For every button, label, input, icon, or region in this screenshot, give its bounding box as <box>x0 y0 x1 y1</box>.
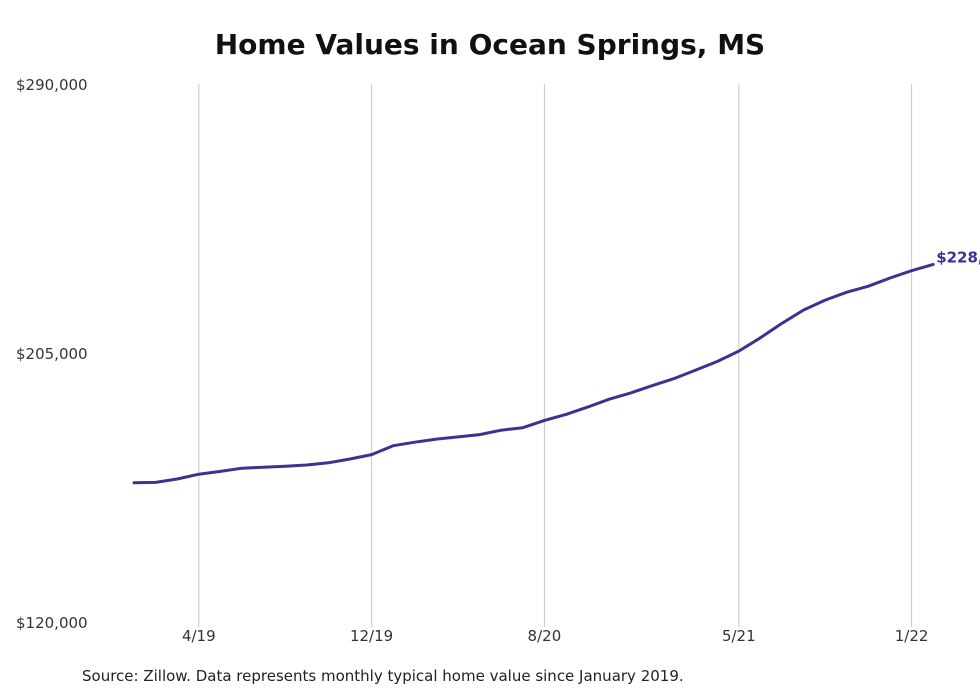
x-tick-label: 1/22 <box>895 627 929 645</box>
x-axis-ticks: 4/19 12/19 8/20 5/21 1/22 <box>182 622 928 645</box>
series-line <box>132 262 935 485</box>
source-note: Source: Zillow. Data represents monthly … <box>82 667 684 685</box>
x-tick-label: 4/19 <box>182 627 216 645</box>
y-tick-label: $120,000 <box>16 614 88 632</box>
chart-title: Home Values in Ocean Springs, MS <box>214 28 766 61</box>
y-tick-label: $205,000 <box>16 345 88 363</box>
x-gridlines <box>198 84 913 622</box>
x-tick-label: 8/20 <box>528 627 562 645</box>
series-layer: $228,704 <box>132 248 980 485</box>
y-tick-label: $290,000 <box>16 76 88 94</box>
x-tick-label: 12/19 <box>350 627 393 645</box>
x-tick-label: 5/21 <box>722 627 756 645</box>
y-axis-ticks: $290,000 $205,000 $120,000 <box>16 76 88 632</box>
end-value-label: $228,704 <box>936 248 980 266</box>
